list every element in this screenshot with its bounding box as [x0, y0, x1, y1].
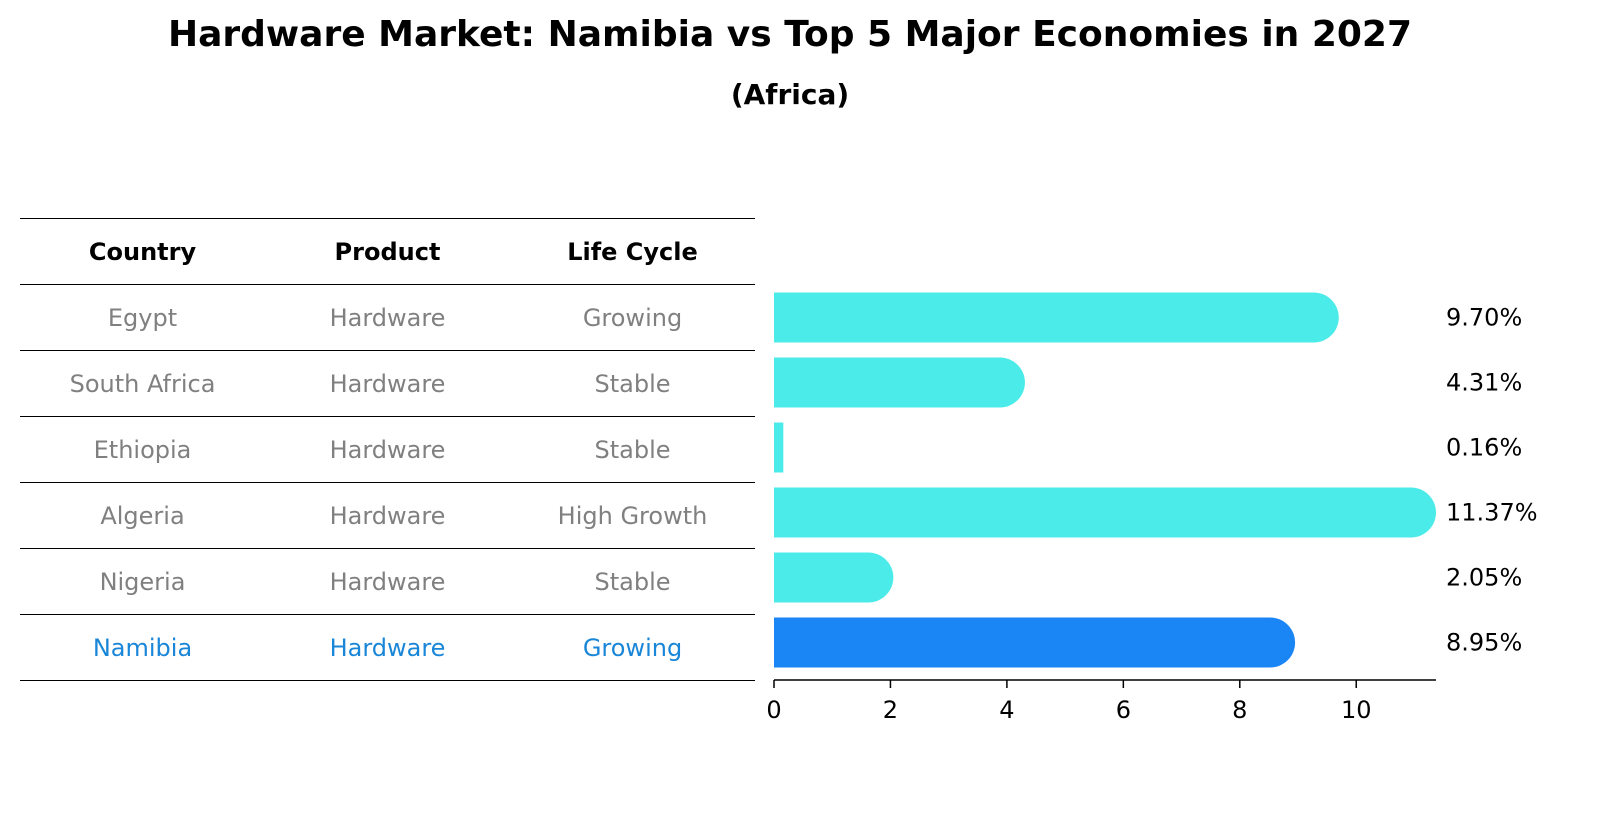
table-row: Nigeria Hardware Stable	[20, 549, 755, 615]
x-tick-label: 2	[883, 696, 898, 724]
product-cell: Hardware	[329, 369, 446, 398]
chart-subtitle: (Africa)	[730, 78, 850, 111]
product-cell: Hardware	[329, 303, 446, 332]
country-cell: South Africa	[69, 369, 216, 398]
table-row: Egypt Hardware Growing	[20, 285, 755, 351]
column-header-life-cycle: Life Cycle	[567, 237, 698, 266]
life-cycle-cell: Stable	[594, 435, 671, 464]
column-header-product: Product	[334, 237, 441, 266]
country-table: Country Product Life Cycle Egypt Hardwar…	[20, 218, 755, 681]
country-cell: Nigeria	[99, 567, 186, 596]
product-cell: Hardware	[329, 633, 446, 662]
country-cell: Algeria	[100, 501, 185, 530]
bar	[774, 552, 894, 603]
x-tick-label: 4	[999, 696, 1014, 724]
bar-value-label: 11.37%	[1446, 499, 1538, 527]
life-cycle-cell: High Growth	[557, 501, 708, 530]
product-cell: Hardware	[329, 435, 446, 464]
product-cell: Hardware	[329, 567, 446, 596]
bar-value-label: 0.16%	[1446, 434, 1522, 462]
bar	[774, 617, 1296, 668]
table-row: South Africa Hardware Stable	[20, 351, 755, 417]
bar-value-label: 2.05%	[1446, 564, 1522, 592]
x-tick-label: 6	[1116, 696, 1131, 724]
table-row-highlight: Namibia Hardware Growing	[20, 615, 755, 681]
column-header-country: Country	[88, 237, 197, 266]
life-cycle-cell: Stable	[594, 369, 671, 398]
table-row: Algeria Hardware High Growth	[20, 483, 755, 549]
bar-value-label: 4.31%	[1446, 369, 1522, 397]
country-cell: Ethiopia	[93, 435, 192, 464]
bar	[774, 292, 1339, 343]
life-cycle-cell: Growing	[582, 633, 683, 662]
life-cycle-cell: Stable	[594, 567, 671, 596]
table-header-row: Country Product Life Cycle	[20, 218, 755, 285]
chart-title: Hardware Market: Namibia vs Top 5 Major …	[167, 14, 1413, 55]
country-cell: Namibia	[92, 633, 193, 662]
product-cell: Hardware	[329, 501, 446, 530]
life-cycle-cell: Growing	[582, 303, 683, 332]
country-cell: Egypt	[107, 303, 178, 332]
bar	[774, 357, 1025, 408]
bar-value-label: 8.95%	[1446, 629, 1522, 657]
bar-value-label: 9.70%	[1446, 304, 1522, 332]
x-tick-label: 0	[766, 696, 781, 724]
x-tick-label: 10	[1341, 696, 1372, 724]
bar	[774, 422, 784, 473]
x-tick-label: 8	[1232, 696, 1247, 724]
table-row: Ethiopia Hardware Stable	[20, 417, 755, 483]
bar	[774, 487, 1436, 538]
